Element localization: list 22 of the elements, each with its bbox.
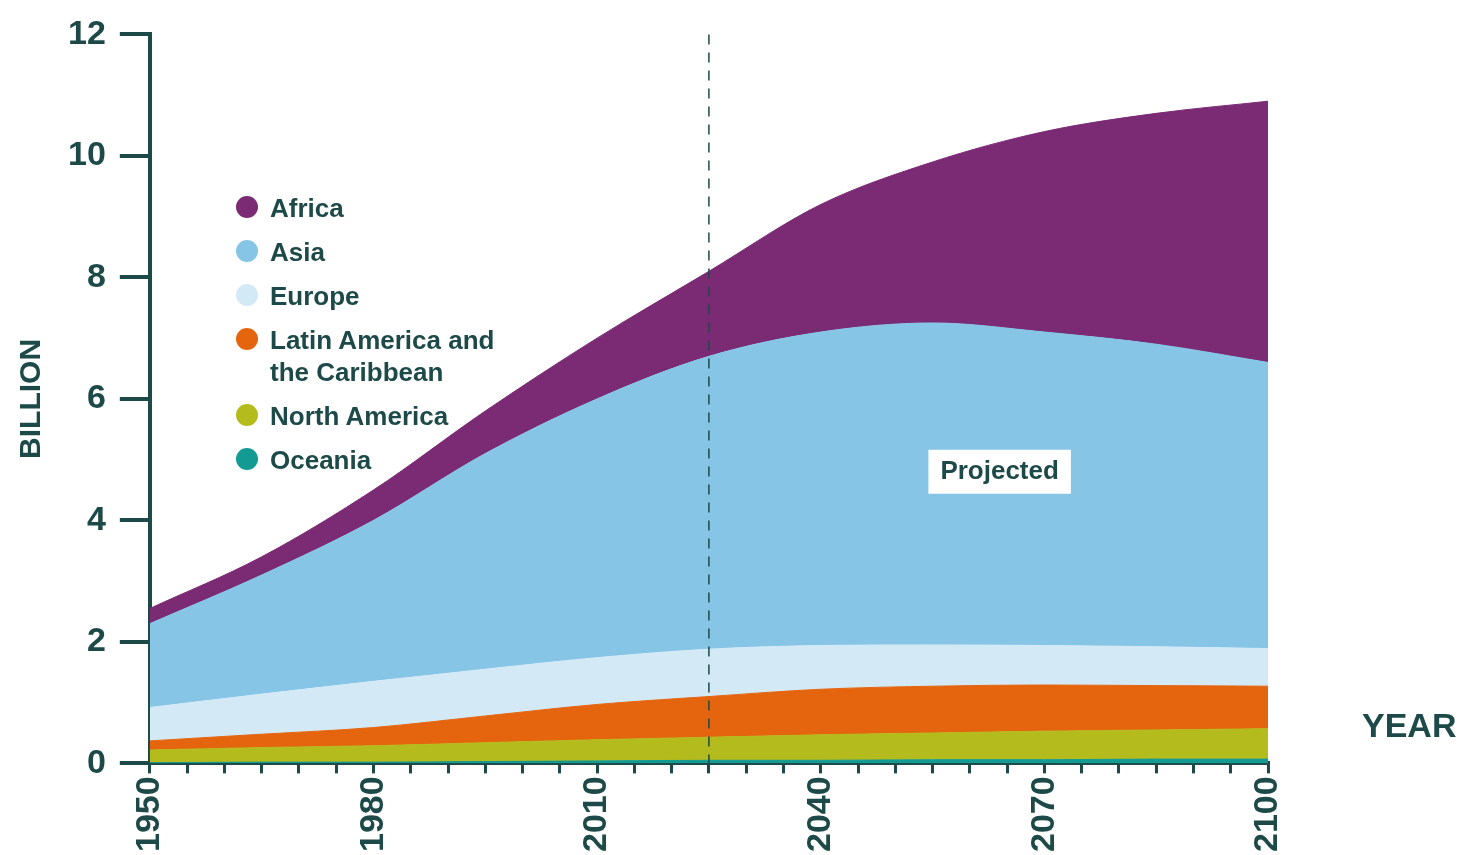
y-tick-label: 2 bbox=[86, 620, 106, 659]
y-tick-label: 4 bbox=[86, 498, 106, 537]
x-tick-label: 1950 bbox=[128, 776, 167, 852]
x-tick-label: 2070 bbox=[1022, 776, 1061, 852]
legend-label: Latin America and the Caribbean bbox=[270, 324, 496, 388]
y-tick-label: 12 bbox=[67, 12, 106, 51]
x-tick-label: 2100 bbox=[1246, 776, 1285, 852]
legend-label: Asia bbox=[270, 236, 326, 268]
y-tick-label: 8 bbox=[86, 255, 106, 294]
y-tick-label: 0 bbox=[86, 741, 106, 780]
x-tick-label: 1980 bbox=[351, 776, 390, 852]
x-axis-title: YEAR bbox=[1362, 706, 1457, 745]
legend-label: Africa bbox=[270, 192, 345, 224]
legend-label: Oceania bbox=[270, 444, 373, 476]
y-axis-title: BILLION bbox=[13, 338, 47, 459]
legend-label: Europe bbox=[270, 280, 361, 312]
annotation: Projected bbox=[940, 454, 1059, 485]
y-tick-label: 6 bbox=[86, 377, 106, 416]
legend-label: North America bbox=[270, 400, 450, 432]
x-tick-label: 2040 bbox=[799, 776, 838, 852]
y-tick-label: 10 bbox=[67, 134, 106, 173]
x-tick-label: 2010 bbox=[575, 776, 614, 852]
